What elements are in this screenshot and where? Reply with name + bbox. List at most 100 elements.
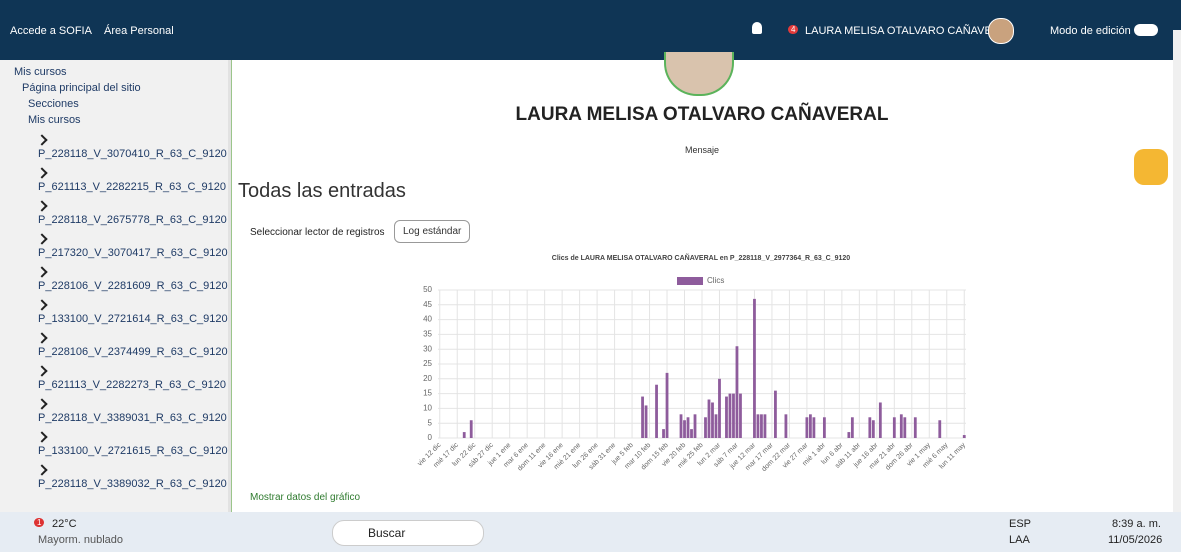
chat-badge[interactable]: 4 [788,25,798,34]
y-tick-label: 50 [423,285,432,294]
bar [823,417,826,438]
chevron[interactable] [36,266,47,277]
message-link[interactable]: Mensaje [232,145,1172,155]
bar [690,429,693,438]
legend-swatch [677,277,703,285]
edit-mode: Modo de edición [1050,25,1131,37]
search-box[interactable] [332,520,484,546]
clock[interactable]: 8:39 a. m. [1112,518,1161,530]
weather-badge: 1 [34,518,44,527]
y-tick-label: 0 [428,433,433,442]
bar [687,417,690,438]
bell-icon[interactable] [752,22,762,34]
chevron[interactable] [36,200,47,211]
bar [732,394,735,438]
section-heading: Todas las entradas [238,180,406,203]
course-link[interactable]: P_228118_V_3389031_R_63_C_9120 [38,412,228,427]
bar [938,420,941,438]
course-link[interactable]: P_228118_V_2675778_R_63_C_9120 [38,214,228,229]
course-link[interactable]: P_228106_V_2281609_R_63_C_9120 [38,280,228,295]
nav-link[interactable]: Accede a SOFIA [10,25,92,37]
y-tick-label: 25 [423,359,432,368]
bar [708,400,711,438]
course-link[interactable]: P_621113_V_2282215_R_63_C_9120 [38,181,228,196]
course-link[interactable]: P_228106_V_2374499_R_63_C_9120 [38,346,228,361]
bar [809,414,812,438]
bar [725,397,728,438]
chevron[interactable] [36,431,47,442]
chevron[interactable] [36,233,47,244]
bar [655,385,658,438]
tree-item[interactable]: Mis cursos [0,60,228,80]
bar [662,429,665,438]
course-link[interactable]: P_228118_V_3389032_R_63_C_9120 [38,478,228,493]
legend-label: Clics [707,276,724,285]
y-tick-label: 20 [423,374,432,383]
course-link[interactable]: P_228118_V_3070410_R_63_C_9120 [38,148,228,163]
profile-name: LAURA MELISA OTALVARO CAÑAVERAL [232,104,1172,126]
chart: Clics de LAURA MELISA OTALVARO CAÑAVERAL… [232,245,1170,485]
scrollbar[interactable] [1173,30,1181,512]
show-data-link[interactable]: Mostrar datos del gráfico [250,492,360,503]
bar [739,394,742,438]
bar [847,432,850,438]
chevron[interactable] [36,167,47,178]
bar [704,417,707,438]
top-bar: Accede a SOFIA Área Personal 4 LAURA MEL… [0,0,1181,60]
toggle[interactable] [1134,24,1158,36]
lang[interactable]: ESP [1009,518,1031,530]
selector-label: Seleccionar lector de registros [250,227,385,238]
bar [774,391,777,438]
bar [764,414,767,438]
bar [903,417,906,438]
help-button[interactable] [1134,149,1168,185]
bar [879,402,882,438]
chevron[interactable] [36,134,47,145]
search-label[interactable]: Buscar [368,526,405,540]
bar [711,402,714,438]
lang[interactable]: LAA [1009,534,1030,546]
avatar[interactable] [988,18,1014,44]
bar [683,420,686,438]
bar [666,373,669,438]
bar [694,414,697,438]
y-tick-label: 45 [423,300,432,309]
bar [753,299,756,438]
weather[interactable]: Mayorm. nublado [38,534,123,546]
tree-item[interactable]: Mis cursos [0,112,228,128]
y-tick-label: 5 [428,418,433,427]
bar [812,417,815,438]
tree-item[interactable]: Secciones [0,96,228,112]
chevron[interactable] [36,332,47,343]
log-select[interactable]: Log estándar [394,220,470,243]
bar [851,417,854,438]
y-tick-label: 30 [423,344,432,353]
temperature[interactable]: 22°C [52,518,77,530]
main: LAURA MELISA OTALVARO CAÑAVERAL Mensaje … [231,60,1172,512]
course-link[interactable]: P_217320_V_3070417_R_63_C_9120 [38,247,228,262]
y-tick-label: 15 [423,389,432,398]
bar [963,435,966,438]
bar [872,420,875,438]
user-name[interactable]: LAURA MELISA OTALVARO CAÑAVERAL [805,25,1013,37]
bar [914,417,917,438]
taskbar: 1 22°C Mayorm. nublado Buscar ESP LAA 8:… [0,512,1181,552]
page: Accede a SOFIA Área Personal 4 LAURA MEL… [0,0,1181,552]
chevron[interactable] [36,299,47,310]
chevron[interactable] [36,398,47,409]
bar [718,379,721,438]
y-tick-label: 35 [423,330,432,339]
course-link[interactable]: P_133100_V_2721614_R_63_C_9120 [38,313,228,328]
y-tick-label: 10 [423,404,432,413]
bar [736,346,739,438]
chevron[interactable] [36,464,47,475]
nav-link[interactable]: Área Personal [104,25,174,37]
bar [806,417,809,438]
date[interactable]: 11/05/2026 [1108,534,1162,546]
bar [463,432,466,438]
course-link[interactable]: P_133100_V_2721615_R_63_C_9120 [38,445,228,460]
chevron[interactable] [36,365,47,376]
tree-item[interactable]: Página principal del sitio [0,80,228,96]
course-link[interactable]: P_621113_V_2282273_R_63_C_9120 [38,379,228,394]
bar [680,414,683,438]
